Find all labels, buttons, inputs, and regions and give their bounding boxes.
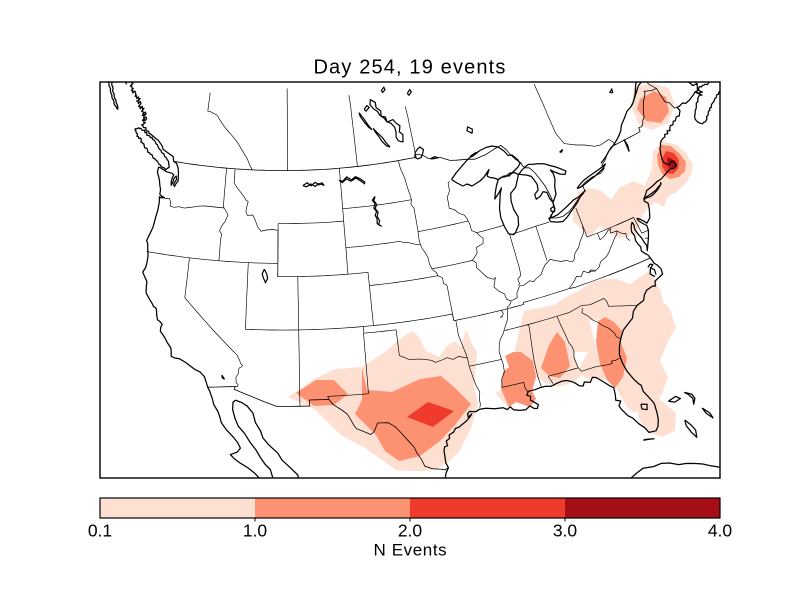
svg-text:N Events: N Events <box>374 541 448 560</box>
svg-text:Day 254, 19 events: Day 254, 19 events <box>313 57 506 79</box>
svg-text:0.1: 0.1 <box>88 520 112 540</box>
svg-text:1.0: 1.0 <box>243 520 268 540</box>
svg-text:2.0: 2.0 <box>398 520 423 540</box>
svg-text:4.0: 4.0 <box>708 520 733 540</box>
svg-text:3.0: 3.0 <box>553 520 578 540</box>
